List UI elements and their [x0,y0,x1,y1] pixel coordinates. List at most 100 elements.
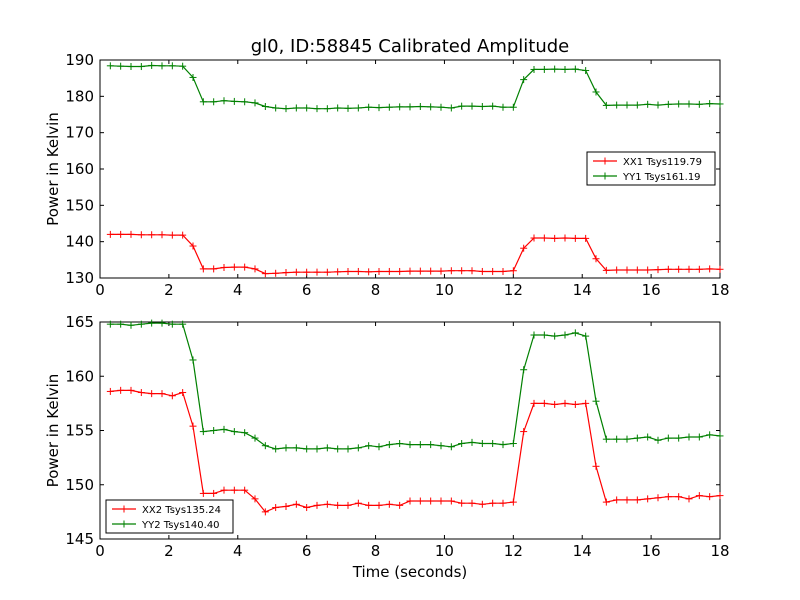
data-point [427,103,435,111]
data-point [644,100,652,108]
data-point [106,387,114,395]
data-point [210,265,218,273]
data-point [427,267,435,275]
data-point [427,441,435,449]
data-point [230,428,238,436]
x-tick-label: 6 [302,281,312,299]
data-point [582,399,590,407]
data-point [272,269,280,277]
data-point [416,497,424,505]
x-tick-label: 12 [504,281,523,299]
legend-item: YY2 Tsys140.40 [112,520,220,531]
data-point [478,267,486,275]
data-point [633,101,641,109]
data-point [571,65,579,73]
data-point [354,267,362,275]
data-point [633,434,641,442]
data-point [292,268,300,276]
data-point [540,331,548,339]
y-tick-label: 160 [65,367,94,385]
data-point [334,268,342,276]
data-point [623,496,631,504]
data-point [406,103,414,111]
data-point [540,65,548,73]
data-point [540,399,548,407]
data-point [685,265,693,273]
data-point [261,442,269,450]
data-point [582,67,590,75]
data-point [396,267,404,275]
data-point [478,440,486,448]
data-point [716,432,724,440]
x-tick-label: 18 [710,281,729,299]
data-point [540,234,548,242]
data-point [530,331,538,339]
legend: XX2 Tsys135.24 YY2 Tsys140.40 [105,499,234,534]
x-tick-label: 0 [95,542,105,560]
data-point [427,497,435,505]
data-point [168,392,176,400]
data-point [571,329,579,337]
data-point [251,99,259,107]
x-tick-label: 10 [435,542,454,560]
legend-label: YY2 Tsys140.40 [141,520,220,531]
x-tick-label: 12 [504,542,523,560]
data-point [365,268,373,276]
data-point [148,390,156,398]
data-point [303,445,311,453]
data-point [251,265,259,273]
bottom-plot: 0 2 4 6 8 10 12 14 16 18 145 150 155 160 165 Power in K… [44,313,730,581]
data-point [551,65,559,73]
data-point [334,104,342,112]
data-point [654,101,662,109]
data-point [272,104,280,112]
data-point [644,495,652,503]
data-point [106,320,114,328]
data-point [695,492,703,500]
data-point [695,265,703,273]
data-point [633,266,641,274]
y-tick-label: 150 [65,476,94,494]
data-point [592,88,600,96]
legend-label: XX2 Tsys135.24 [142,505,221,516]
data-point [406,441,414,449]
data-point [158,390,166,398]
x-tick-label: 4 [233,281,243,299]
data-point [313,501,321,509]
data-point [623,435,631,443]
data-point [344,445,352,453]
x-tick-label: 0 [95,281,105,299]
data-point [695,100,703,108]
data-point [199,265,207,273]
figure-title: gl0, ID:58845 Calibrated Amplitude [251,36,570,57]
data-point [251,495,259,503]
legend-box [586,151,716,186]
data-point [137,63,145,71]
x-tick-label: 14 [573,281,592,299]
data-point [551,234,559,242]
data-point [520,366,528,374]
data-point [664,265,672,273]
data-point [199,489,207,497]
data-point [571,400,579,408]
data-point [282,444,290,452]
data-point [365,442,373,450]
legend-item: XX2 Tsys135.24 [112,505,221,516]
data-point [148,319,156,327]
data-point [695,433,703,441]
data-point [468,438,476,446]
x-tick-label: 18 [710,542,729,560]
data-point [551,332,559,340]
data-point [499,499,507,507]
x-tick-label: 16 [642,542,661,560]
data-point [148,231,156,239]
data-point [127,386,135,394]
data-point [168,62,176,70]
data-point [158,231,166,239]
data-point [561,65,569,73]
data-point [396,440,404,448]
data-point [292,500,300,508]
data-point [654,266,662,274]
data-point [613,101,621,109]
